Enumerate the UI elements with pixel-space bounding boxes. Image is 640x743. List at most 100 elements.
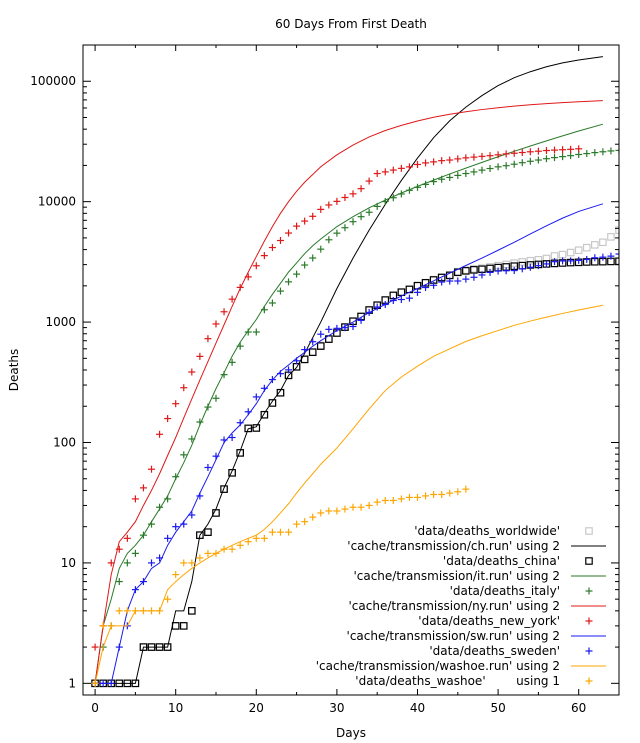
data-point: [438, 278, 446, 286]
data-point: [325, 236, 333, 244]
data-point: [582, 243, 591, 252]
data-point: [285, 229, 293, 237]
data-point: [123, 559, 131, 567]
data-point: [422, 284, 430, 292]
data-point: [422, 180, 430, 188]
data-point: [204, 528, 212, 536]
data-point: [446, 277, 454, 285]
data-point: [413, 183, 421, 191]
data-point: [244, 538, 252, 546]
data-point: [373, 170, 381, 178]
data-point: [309, 212, 317, 220]
data-point: [365, 501, 373, 509]
data-point: [164, 495, 172, 503]
data-point: [526, 148, 534, 156]
series-group: [91, 56, 619, 688]
data-point: [317, 509, 325, 517]
data-point: [301, 518, 309, 526]
x-tick-label: 40: [410, 701, 425, 715]
legend-key-marker: [585, 677, 593, 685]
data-point: [567, 145, 575, 153]
data-point: [349, 503, 357, 511]
data-point: [107, 622, 115, 630]
data-point: [179, 622, 188, 630]
data-point: [220, 485, 228, 493]
data-point: [510, 267, 518, 275]
data-point: [148, 520, 156, 528]
data-point: [446, 489, 454, 497]
data-point: [349, 218, 357, 226]
data-point: [252, 534, 260, 542]
data-point: [276, 237, 284, 245]
data-point: [526, 157, 534, 165]
legend: 'data/deaths_worldwide''cache/transmissi…: [316, 524, 606, 688]
data-point: [389, 194, 397, 202]
series-points-10: [91, 485, 470, 687]
data-point: [349, 322, 357, 330]
data-point: [518, 149, 526, 157]
data-point: [373, 303, 381, 311]
data-point: [325, 507, 333, 515]
data-point: [188, 559, 196, 567]
data-point: [430, 158, 438, 166]
y-tick-label: 100000: [30, 74, 76, 88]
data-point: [155, 643, 164, 651]
data-point: [123, 607, 131, 615]
legend-label: 'data/deaths_china': [443, 554, 560, 568]
data-point: [164, 415, 172, 423]
data-point: [172, 571, 180, 579]
data-point: [413, 288, 421, 296]
data-point: [212, 549, 220, 557]
data-point: [534, 147, 542, 155]
data-point: [381, 496, 389, 504]
data-point: [462, 267, 470, 275]
data-point: [341, 224, 349, 232]
data-point: [276, 528, 284, 536]
data-point: [293, 270, 301, 278]
data-point: [115, 545, 123, 553]
data-point: [486, 165, 494, 173]
data-point: [285, 366, 293, 374]
data-point: [405, 294, 413, 302]
data-point: [478, 271, 486, 279]
data-point: [91, 679, 99, 687]
data-point: [615, 146, 619, 154]
data-point: [551, 154, 559, 162]
data-point: [559, 257, 567, 265]
data-point: [526, 263, 534, 271]
legend-label: 'cache/transmission/sw.run' using 2: [347, 629, 560, 643]
data-point: [180, 451, 188, 459]
data-point: [147, 643, 156, 651]
data-point: [607, 233, 615, 241]
data-point: [534, 262, 542, 270]
data-point: [115, 607, 123, 615]
data-point: [542, 147, 550, 155]
data-point: [526, 256, 535, 265]
data-point: [502, 162, 510, 170]
data-point: [470, 273, 478, 281]
axes: 0 10 20 30 40 50 60 1 10 100 1000 10000 100000: [30, 44, 620, 715]
data-point: [405, 186, 413, 194]
data-point: [357, 185, 365, 193]
data-point: [300, 355, 309, 364]
x-tick-label: 10: [168, 701, 183, 715]
data-point: [131, 586, 139, 594]
data-point: [373, 498, 381, 506]
data-point: [559, 153, 567, 161]
data-point: [446, 156, 454, 164]
data-point: [583, 255, 591, 263]
data-point: [244, 328, 252, 336]
data-point: [316, 342, 325, 350]
data-point: [454, 171, 462, 179]
data-point: [156, 430, 164, 438]
data-point: [389, 296, 397, 304]
data-point: [583, 150, 591, 158]
data-point: [268, 528, 276, 536]
y-tick-label: 10: [61, 556, 76, 570]
data-point: [510, 160, 518, 168]
data-point: [179, 622, 188, 630]
data-point: [260, 384, 268, 392]
data-point: [430, 178, 438, 186]
data-point: [381, 300, 389, 308]
data-point: [502, 150, 510, 158]
